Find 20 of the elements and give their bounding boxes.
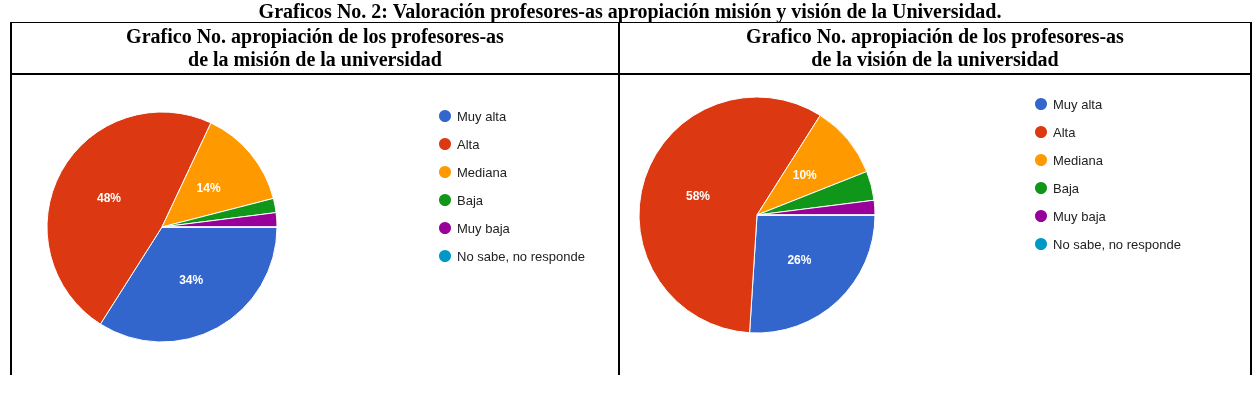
data-label: 48% bbox=[96, 190, 122, 205]
legend-label: Muy alta bbox=[1053, 96, 1103, 112]
legend-label: Mediana bbox=[457, 164, 508, 180]
data-label: 10% bbox=[792, 168, 818, 183]
data-label: 26% bbox=[787, 253, 812, 268]
legend-label: Baja bbox=[457, 192, 484, 208]
legend-label: Muy baja bbox=[1053, 208, 1107, 224]
data-label: 34% bbox=[179, 273, 204, 288]
legend-label: No sabe, no responde bbox=[457, 248, 585, 264]
chart-title: Grafico No. apropiación de los profesores-as de la misión de la universidad bbox=[12, 23, 618, 75]
legend-label: Muy baja bbox=[457, 220, 511, 236]
legend-label: Alta bbox=[1053, 124, 1077, 140]
legend-label: Mediana bbox=[1053, 152, 1104, 168]
data-label: 58% bbox=[686, 188, 711, 203]
data-label: 14% bbox=[196, 181, 221, 196]
legend-label: No sabe, no responde bbox=[1053, 236, 1181, 252]
legend-label: Muy alta bbox=[457, 108, 507, 124]
chart-title: Grafico No. apropiación de los profesores-as de la visión de la universidad bbox=[620, 23, 1250, 75]
legend-label: Alta bbox=[457, 136, 481, 152]
legend-label: Baja bbox=[1053, 180, 1080, 196]
